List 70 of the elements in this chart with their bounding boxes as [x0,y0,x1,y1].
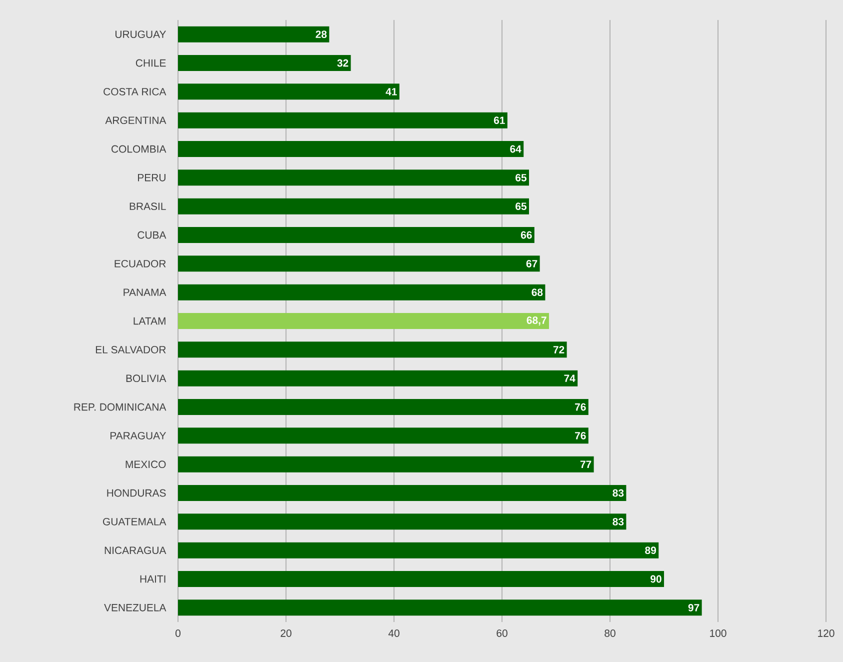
bar [178,227,534,244]
bar [178,542,659,558]
bar [178,55,351,71]
bar [178,284,546,300]
y-tick-label: HAITI [140,575,166,583]
bar [178,485,626,502]
data-label: 76 [575,432,586,440]
y-tick-label: BOLIVIA [126,374,166,382]
x-tick-label: 0 [176,630,180,637]
y-tick-label: CHILE [136,59,166,67]
data-label: 68,7 [526,316,546,326]
y-tick-label: EL SALVADOR [96,346,166,354]
x-tick-label: 120 [818,630,834,637]
y-tick-label: VENEZUELA [104,604,166,612]
data-label: 32 [337,59,348,67]
bar [178,26,330,42]
y-tick-label: BRASIL [130,202,166,210]
bar [178,399,588,416]
y-tick-label: LATAM [134,317,166,325]
y-tick-label: HONDURAS [107,489,166,497]
y-tick-label: MEXICO [126,460,166,468]
x-tick-label: 80 [604,630,616,637]
data-label: 90 [650,575,662,583]
bar [178,256,540,272]
x-tick-label: 40 [388,630,400,637]
data-label: 61 [494,116,505,124]
y-tick-label: PARAGUAY [110,432,166,440]
bar [178,84,400,100]
y-tick-label: REP. DOMINICANA [74,403,166,411]
data-label: 83 [612,489,624,497]
y-tick-label: PERU [138,174,166,182]
bar [178,428,588,444]
x-tick-label: 60 [496,630,508,637]
y-tick-label: GUATEMALA [103,518,166,526]
y-tick-label: ARGENTINA [105,116,166,124]
y-tick-label: CUBA [138,231,166,239]
y-tick-label: COLOMBIA [112,145,166,153]
data-label: 68 [532,288,543,296]
bar [178,313,549,330]
bar [178,514,626,530]
bar [178,571,664,588]
bar [178,342,567,358]
bar [178,600,702,616]
data-label: 72 [553,346,564,354]
data-label: 65 [516,174,526,182]
bar [178,198,530,214]
bar [178,370,578,386]
data-label: 74 [564,374,576,382]
y-tick-label: ECUADOR [114,260,166,268]
data-label: 89 [645,546,656,554]
bar [178,456,594,472]
data-label: 83 [612,518,624,526]
x-tick-label: 100 [710,630,726,637]
data-label: 67 [526,260,538,268]
y-tick-label: COSTA RICA [104,88,166,96]
x-tick-label: 20 [280,630,292,637]
y-tick-label: NICARAGUA [104,546,166,554]
data-label: 41 [386,88,397,96]
bar [178,141,524,158]
y-tick-label: URUGUAY [116,30,166,38]
data-label: 28 [316,30,327,38]
data-label: 77 [580,460,592,468]
data-label: 65 [516,202,526,210]
y-tick-label: PANAMA [124,288,166,296]
bar [178,170,530,186]
data-label: 97 [688,604,700,612]
data-label: 76 [575,403,586,411]
bar [178,112,508,128]
data-label: 64 [510,145,522,153]
data-label: 66 [520,231,532,239]
